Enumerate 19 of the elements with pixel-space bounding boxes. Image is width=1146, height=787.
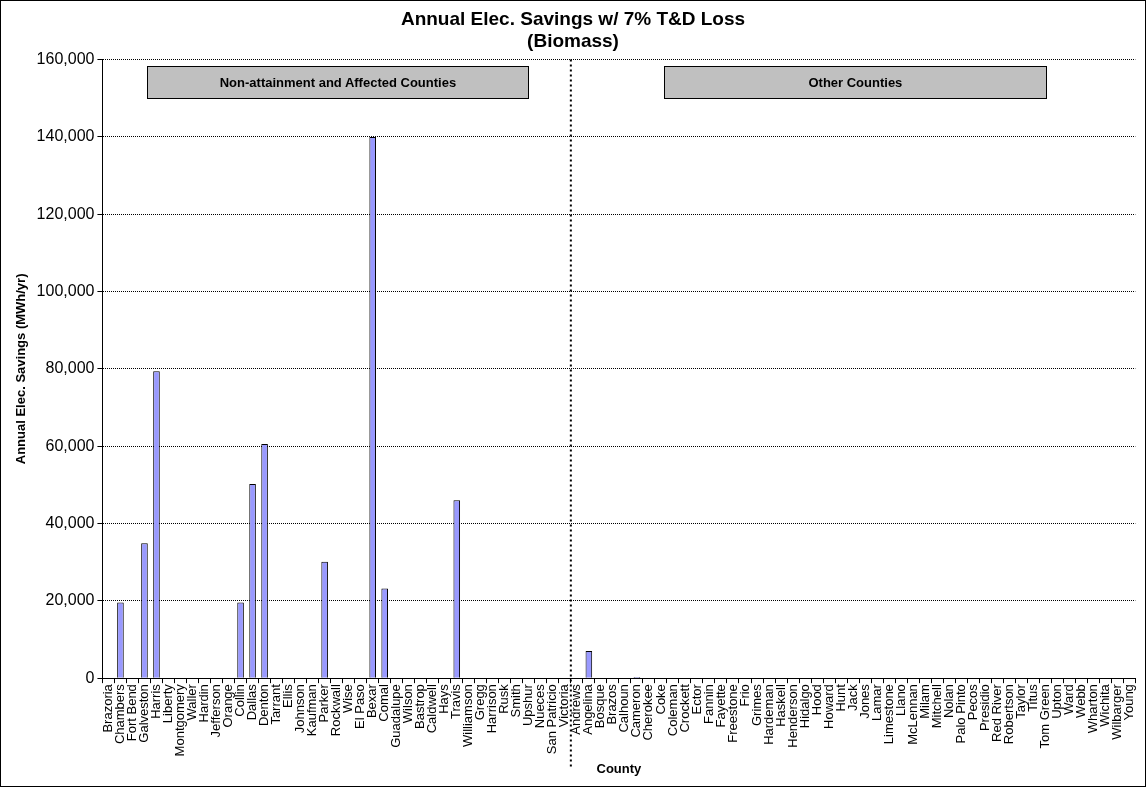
y-tick-label: 80,000	[45, 359, 95, 377]
x-axis-title: County	[596, 760, 643, 776]
y-axis-title: Annual Elec. Savings (MWh/yr)	[13, 273, 29, 465]
label-box: Non-attainment and Affected Counties	[146, 65, 529, 99]
y-tick-label: 160,000	[36, 50, 95, 68]
y-tick-label: 60,000	[45, 436, 95, 454]
chart-title: Annual Elec. Savings w/ 7% T&D Loss	[400, 7, 746, 29]
y-tick-label: 20,000	[45, 591, 95, 609]
y-tick-label: 40,000	[45, 513, 95, 531]
x-tick-label: Hays	[436, 683, 452, 714]
chart-subtitle: (Biomass)	[527, 30, 619, 52]
y-tick-label: 120,000	[36, 204, 95, 222]
y-tick-label: 0	[85, 668, 95, 686]
y-tick-label: 100,000	[36, 281, 95, 299]
x-tick-label: Tom Green	[1036, 684, 1052, 749]
label-box: Other Counties	[664, 65, 1047, 99]
y-tick-label: 140,000	[36, 127, 95, 145]
x-tick-label: Bastrop	[412, 684, 428, 729]
x-tick-label: Williamson	[460, 684, 476, 747]
